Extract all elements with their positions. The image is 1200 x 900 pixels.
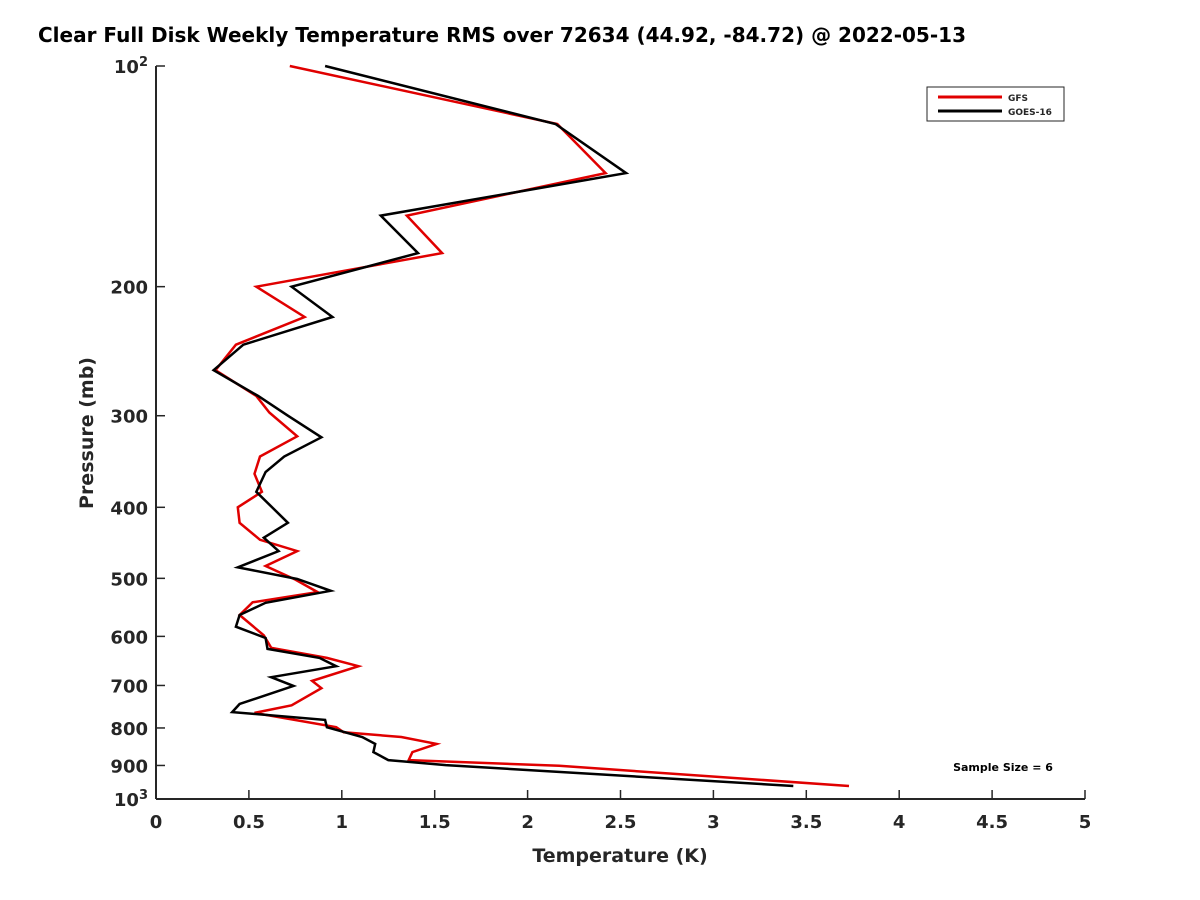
legend-box bbox=[926, 86, 1065, 122]
legend-label-gfs: GFS bbox=[1008, 94, 1028, 104]
x-tick-label: 0 bbox=[150, 812, 163, 833]
series-line-gfs bbox=[213, 64, 850, 788]
y-tick-label: 400 bbox=[110, 498, 148, 519]
chart-title: Clear Full Disk Weekly Temperature RMS o… bbox=[38, 23, 966, 47]
y-tick-label: 800 bbox=[110, 719, 148, 740]
y-tick-label: 700 bbox=[110, 676, 148, 697]
y-tick-label: 103 bbox=[114, 788, 148, 811]
legend-label-goes16: GOES-16 bbox=[1008, 108, 1052, 118]
sample-size-annotation: Sample Size = 6 bbox=[953, 761, 1053, 774]
legend: GFS GOES-16 bbox=[926, 86, 1065, 122]
y-tick-label: 900 bbox=[110, 756, 148, 777]
y-tick-label: 102 bbox=[114, 55, 148, 78]
x-tick-label: 5 bbox=[1079, 812, 1092, 833]
x-tick-label: 1 bbox=[336, 812, 349, 833]
series-lines bbox=[211, 64, 850, 788]
x-tick-label: 2.5 bbox=[605, 812, 637, 833]
axes: 0 0.5 1 1.5 2 2.5 3 3.5 4 4.5 5 102 200 300 400 500 600 7… bbox=[110, 55, 1091, 833]
x-tick-label: 2 bbox=[521, 812, 534, 833]
series-line-goes16 bbox=[211, 64, 794, 788]
x-tick-label: 1.5 bbox=[419, 812, 451, 833]
x-tick-label: 3 bbox=[707, 812, 720, 833]
y-tick-label: 500 bbox=[110, 569, 148, 590]
x-tick-label: 0.5 bbox=[233, 812, 265, 833]
y-axis-label: Pressure (mb) bbox=[76, 357, 98, 509]
y-tick-label: 300 bbox=[110, 407, 148, 428]
x-tick-label: 4 bbox=[893, 812, 906, 833]
y-tick-label: 200 bbox=[110, 278, 148, 299]
x-axis-label: Temperature (K) bbox=[532, 845, 707, 867]
y-tick-label: 600 bbox=[110, 627, 148, 648]
x-tick-label: 4.5 bbox=[976, 812, 1008, 833]
x-tick-label: 3.5 bbox=[790, 812, 822, 833]
